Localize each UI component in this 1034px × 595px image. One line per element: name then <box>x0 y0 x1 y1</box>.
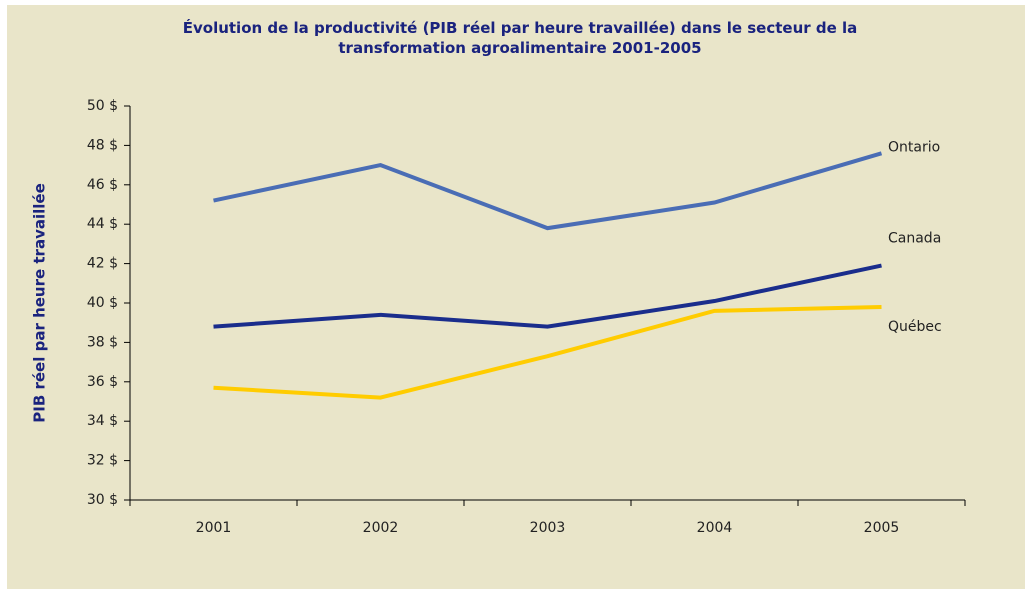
y-tick-label: 48 $ <box>87 137 118 153</box>
y-tick-label: 36 $ <box>87 374 118 390</box>
y-axis-label: PIB réel par heure travaillée <box>31 183 49 423</box>
y-tick-label: 46 $ <box>87 177 118 193</box>
x-tick-label: 2002 <box>363 520 399 536</box>
series-label: Canada <box>888 231 941 247</box>
y-tick-label: 44 $ <box>87 216 118 232</box>
y-tick-label: 32 $ <box>87 453 118 469</box>
y-tick-label: 30 $ <box>87 492 118 508</box>
x-tick-label: 2005 <box>864 520 900 536</box>
y-tick-label: 38 $ <box>87 334 118 350</box>
chart-title: Évolution de la productivité (PIB réel p… <box>183 18 858 57</box>
x-tick-label: 2003 <box>530 520 566 536</box>
y-tick-label: 42 $ <box>87 256 118 272</box>
x-tick-label: 2001 <box>196 520 232 536</box>
y-tick-label: 34 $ <box>87 413 118 429</box>
series-label: Ontario <box>888 139 940 155</box>
series-line <box>213 304 882 400</box>
series-line <box>213 151 883 231</box>
chart-background <box>7 5 1025 589</box>
x-tick-label: 2004 <box>697 520 733 536</box>
series-line <box>213 263 882 329</box>
series-label: Québec <box>888 319 942 335</box>
y-tick-label: 50 $ <box>87 98 118 114</box>
y-tick-label: 40 $ <box>87 295 118 311</box>
